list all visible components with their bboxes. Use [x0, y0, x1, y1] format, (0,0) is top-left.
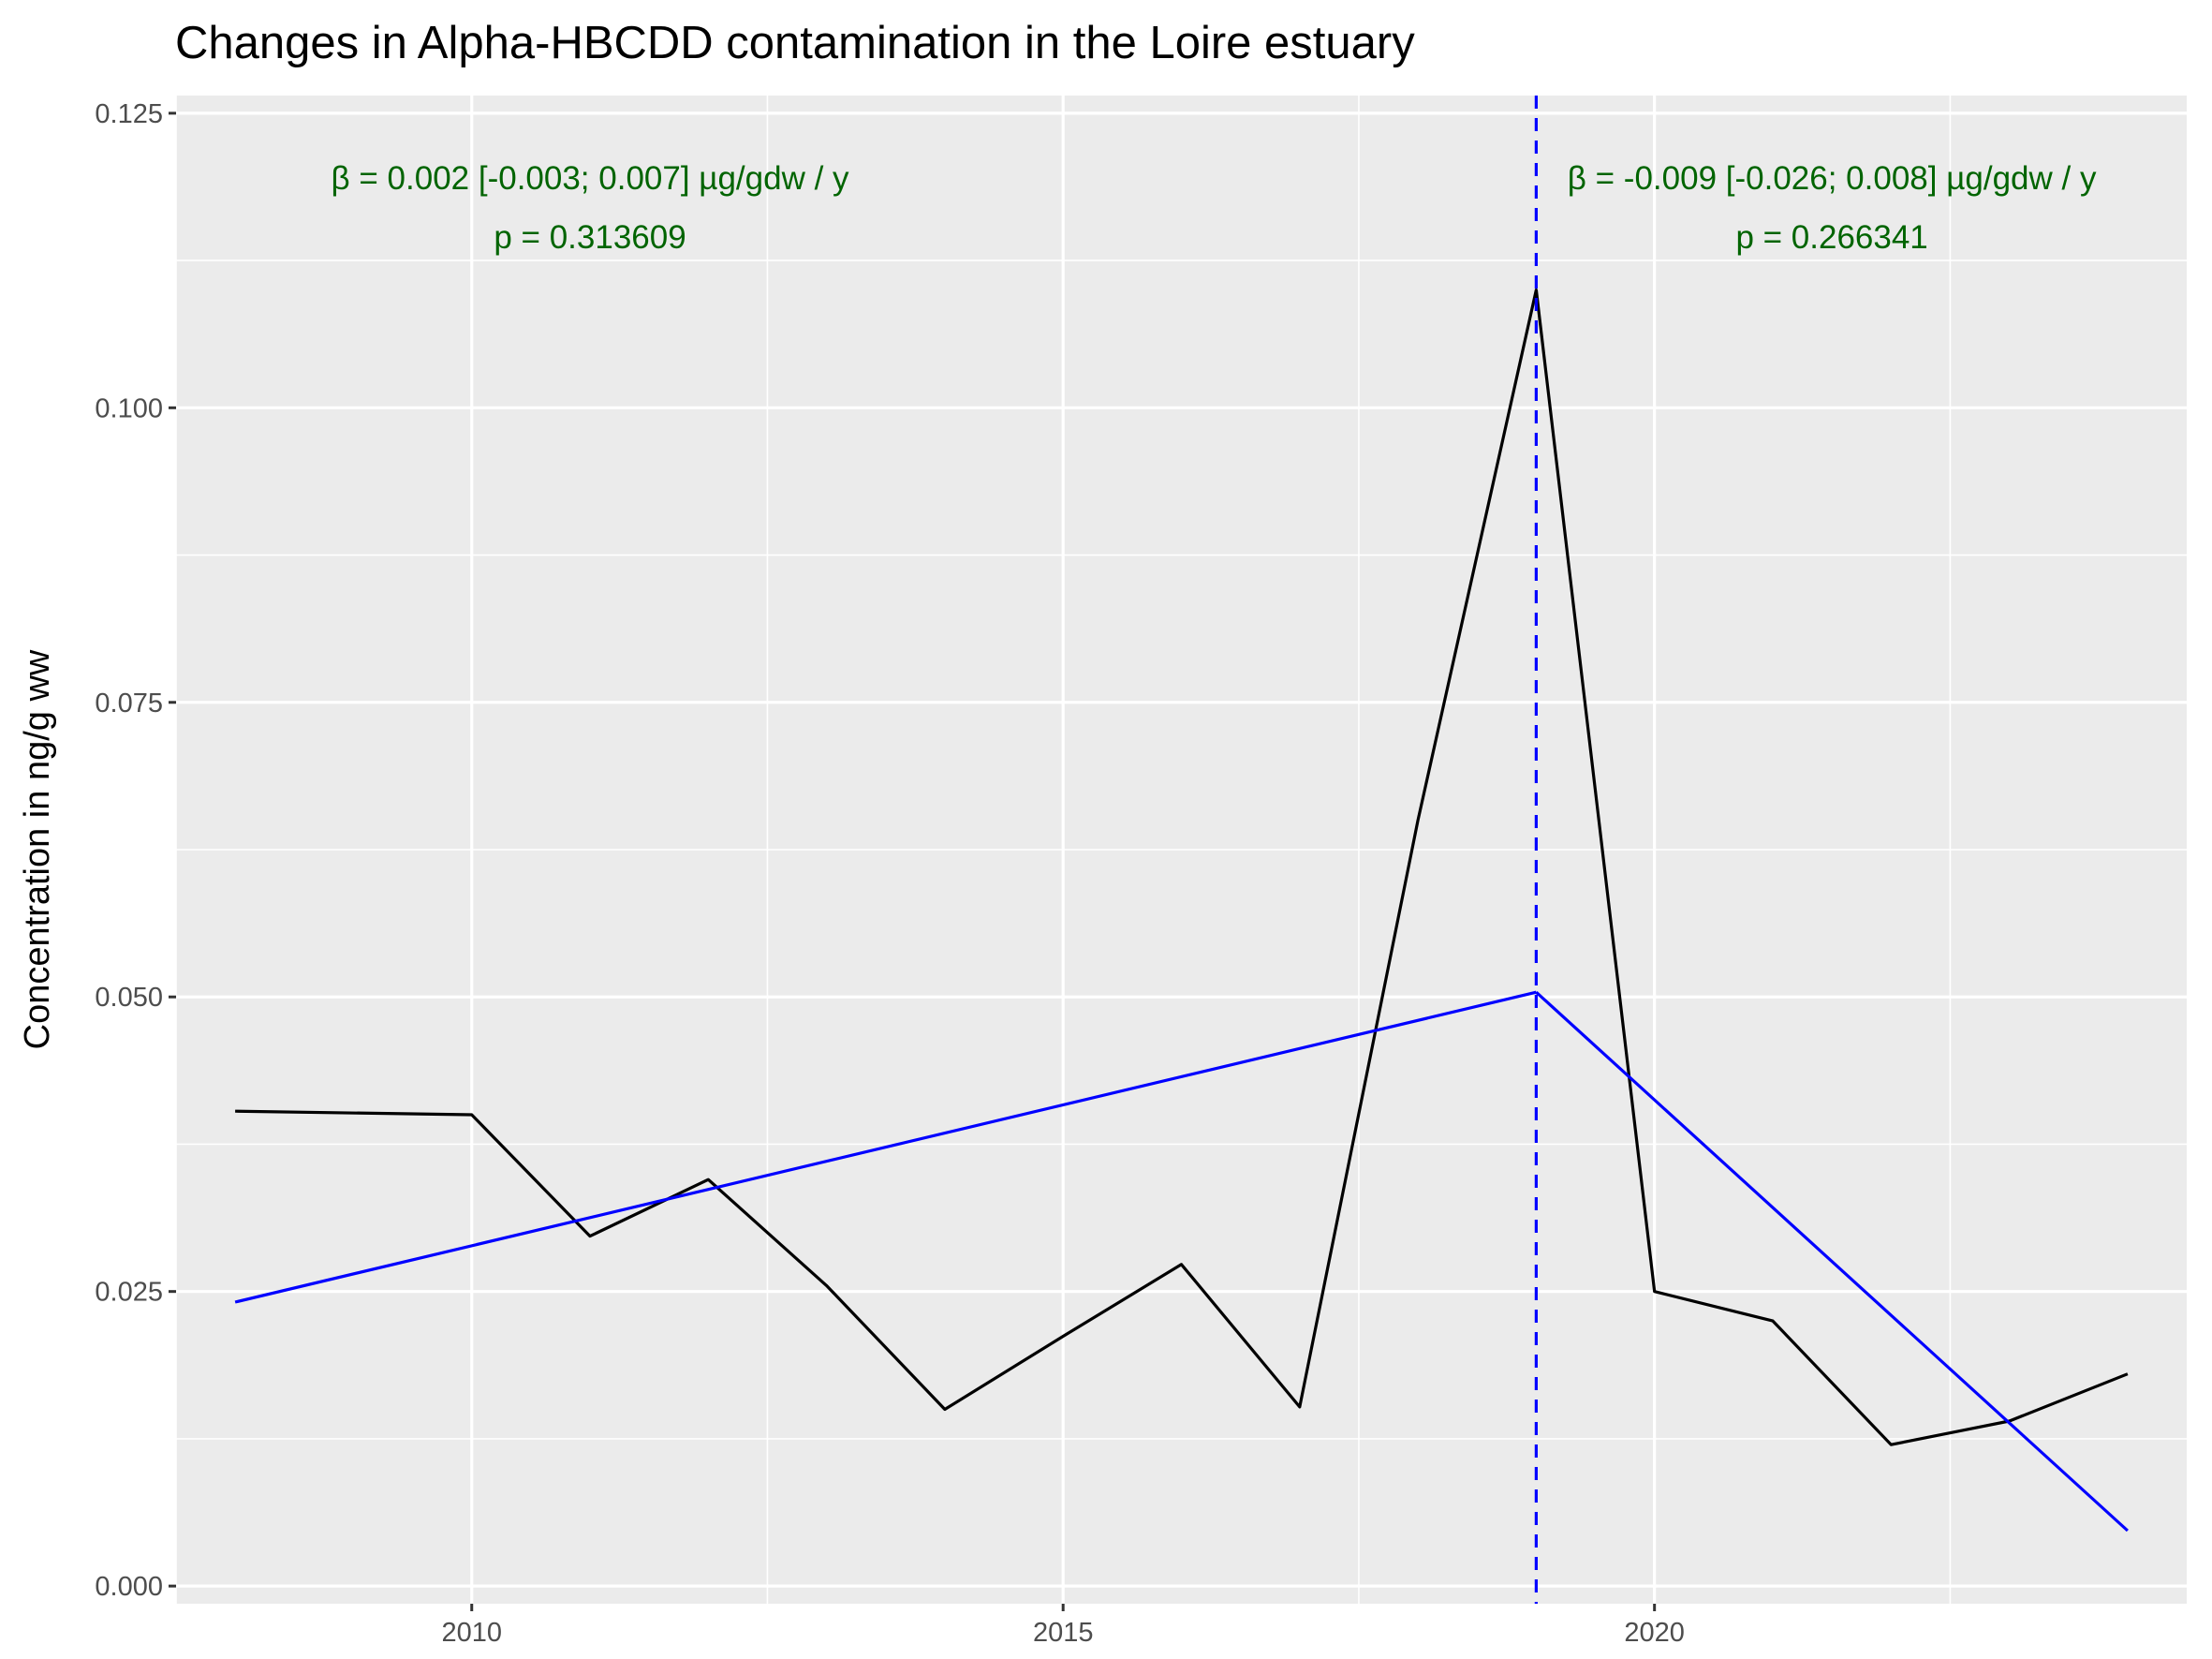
grid-minor [175, 96, 2187, 1604]
y-tick-label: 0.125 [95, 99, 163, 129]
grid-major [176, 96, 2187, 1604]
y-tick-label: 0.050 [95, 983, 163, 1013]
annotation-layer: β = 0.002 [-0.003; 0.007] µg/gdw / y p = … [332, 160, 2097, 256]
x-tick-label: 2010 [441, 1618, 502, 1648]
x-tick-label: 2020 [1624, 1618, 1685, 1648]
y-axis-title: Concentration in ng/g ww [18, 649, 57, 1049]
y-tick-label: 0.075 [95, 689, 163, 718]
y-tick-label: 0.100 [95, 393, 163, 423]
annotation-text: β = -0.009 [-0.026; 0.008] µg/gdw / y [1568, 160, 2097, 197]
series-line-3 [1535, 991, 2129, 1533]
series-layer [234, 96, 2129, 1604]
annotation-text: β = 0.002 [-0.003; 0.007] µg/gdw / y [332, 160, 850, 197]
annotation-text: p = 0.313609 [494, 219, 686, 256]
y-tick-label: 0.025 [95, 1278, 163, 1308]
annotation-text: p = 0.266341 [1735, 219, 1927, 256]
y-axis: 0.000 0.025 0.050 0.075 0.100 0.125 [95, 99, 176, 1602]
series-line-2 [234, 990, 1537, 1304]
series-line-1 [235, 288, 2129, 1446]
x-axis: 2010 2015 2020 [441, 1604, 1685, 1648]
y-tick-label: 0.000 [95, 1572, 163, 1602]
x-tick-label: 2015 [1033, 1618, 1094, 1648]
chart-title: Changes in Alpha-HBCDD contamination in … [175, 18, 1415, 68]
